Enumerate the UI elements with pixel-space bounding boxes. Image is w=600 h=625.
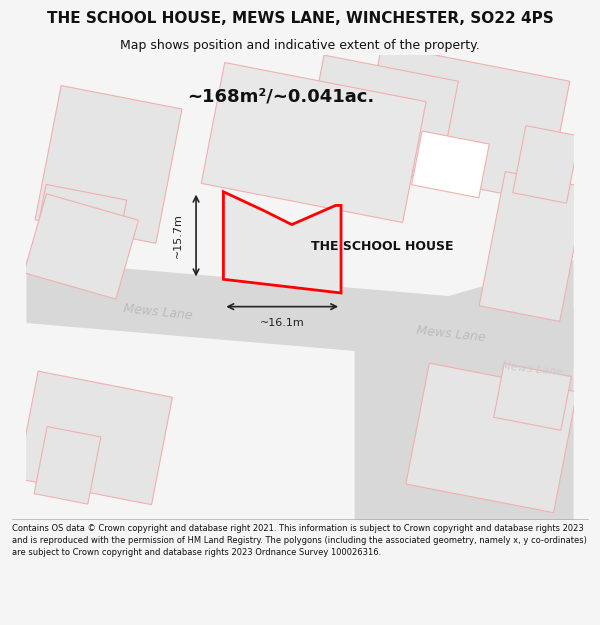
Polygon shape	[494, 364, 571, 430]
Polygon shape	[34, 426, 101, 504]
Text: ~15.7m: ~15.7m	[172, 213, 182, 258]
Polygon shape	[306, 55, 458, 175]
Polygon shape	[358, 45, 570, 202]
Text: Mews Lane: Mews Lane	[415, 324, 485, 344]
Polygon shape	[201, 62, 426, 222]
Text: Mews Lane: Mews Lane	[501, 361, 564, 378]
Polygon shape	[17, 371, 172, 505]
Text: Mews Lane: Mews Lane	[122, 302, 193, 322]
Polygon shape	[513, 126, 580, 203]
Text: ~16.1m: ~16.1m	[260, 318, 305, 328]
Polygon shape	[26, 260, 574, 369]
Text: THE SCHOOL HOUSE: THE SCHOOL HOUSE	[311, 240, 454, 253]
Polygon shape	[479, 171, 586, 321]
Polygon shape	[355, 260, 574, 520]
Polygon shape	[35, 86, 182, 243]
Polygon shape	[35, 184, 127, 254]
Text: Map shows position and indicative extent of the property.: Map shows position and indicative extent…	[120, 39, 480, 51]
Text: ~168m²/~0.041ac.: ~168m²/~0.041ac.	[187, 88, 374, 106]
Polygon shape	[223, 192, 341, 293]
Text: THE SCHOOL HOUSE, MEWS LANE, WINCHESTER, SO22 4PS: THE SCHOOL HOUSE, MEWS LANE, WINCHESTER,…	[47, 11, 553, 26]
Polygon shape	[406, 363, 577, 512]
Polygon shape	[24, 194, 139, 299]
Text: Contains OS data © Crown copyright and database right 2021. This information is : Contains OS data © Crown copyright and d…	[12, 524, 587, 557]
Polygon shape	[412, 131, 489, 198]
